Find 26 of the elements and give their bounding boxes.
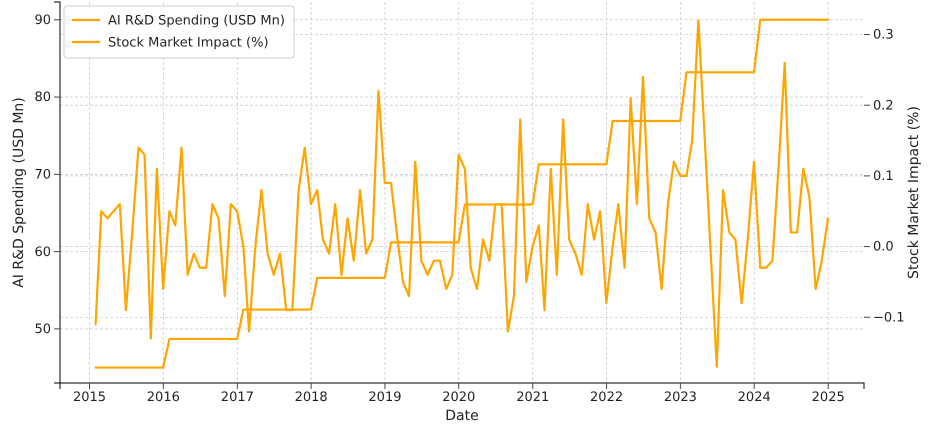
- x-tick-label: 2019: [368, 390, 402, 406]
- legend-label: AI R&D Spending (USD Mn): [108, 14, 285, 28]
- x-tick-label: 2020: [442, 390, 476, 406]
- x-axis-title: Date: [445, 408, 479, 424]
- y2-tick-label: −0.1: [873, 310, 905, 326]
- x-tick-label: 2015: [72, 390, 106, 406]
- x-tick-label: 2017: [220, 390, 254, 406]
- x-tick-label: 2023: [664, 390, 697, 406]
- x-tick-label: 2025: [812, 390, 845, 406]
- y2-tick-label: 0.0: [873, 240, 894, 255]
- y2-tick-label: 0.3: [873, 28, 894, 43]
- x-tick-label: 2022: [590, 390, 624, 406]
- y2-tick-label: 0.1: [873, 169, 894, 184]
- y-tick-label: 70: [34, 168, 51, 182]
- x-tick-label: 2018: [294, 390, 328, 406]
- x-tick-label: 2024: [738, 390, 771, 406]
- x-tick-label: 2021: [516, 390, 550, 406]
- x-tick-label: 2016: [146, 390, 180, 406]
- legend-label: Stock Market Impact (%): [108, 36, 269, 50]
- y-tick-label: 50: [34, 322, 51, 338]
- y-tick-label: 60: [34, 244, 51, 260]
- y-tick-label: 80: [34, 90, 51, 106]
- y2-axis-title: Stock Market Impact (%): [906, 106, 922, 279]
- y2-tick-label: 0.2: [873, 98, 894, 114]
- y-tick-label: 90: [34, 12, 51, 28]
- y-axis-title: AI R&D Spending (USD Mn): [11, 97, 27, 288]
